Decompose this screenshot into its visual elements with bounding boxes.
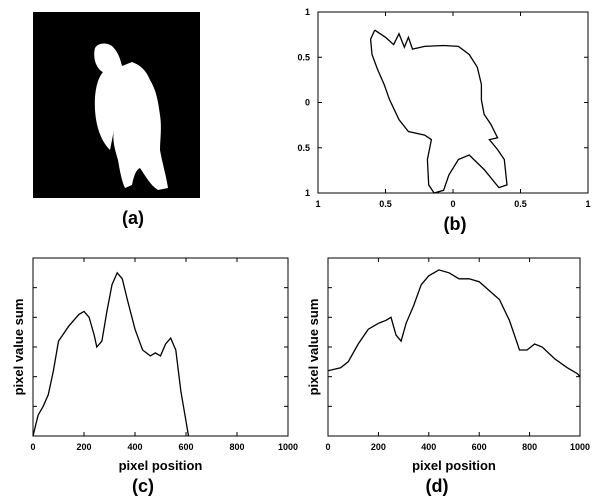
x-tick-label: 1 [315,199,320,209]
x-tick-label: 0.5 [379,199,392,209]
caption: (a) [122,208,144,228]
x-tick-label: 800 [522,442,537,452]
y-tick-label: 0.5 [297,52,310,62]
caption: (c) [132,476,154,496]
caption: (b) [444,214,467,234]
data-line [33,273,189,436]
x-axis-label: pixel position [119,458,203,473]
x-tick-label: 600 [472,442,487,452]
x-tick-label: 800 [229,442,244,452]
y-axis-label: pixel value sum [11,299,26,396]
x-axis-label: pixel position [412,458,496,473]
x-tick-label: 1000 [278,442,298,452]
y-axis-label: pixel value sum [306,299,321,396]
figure: (a) 10.500.5110.500.51(b)020040060080010… [0,0,592,504]
y-tick-label: 0.5 [297,143,310,153]
y-tick-label: 1 [305,7,310,17]
x-tick-label: 0 [30,442,35,452]
plot-frame [318,12,588,193]
x-tick-label: 200 [76,442,91,452]
x-tick-label: 1 [585,199,590,209]
plot-frame [33,258,288,436]
x-tick-label: 400 [421,442,436,452]
data-line [371,30,507,193]
x-tick-label: 400 [127,442,142,452]
x-tick-label: 600 [178,442,193,452]
data-line [328,270,580,377]
x-tick-label: 0 [325,442,330,452]
caption: (d) [426,476,449,496]
y-tick-label: 0 [305,98,310,108]
x-tick-label: 1000 [570,442,590,452]
x-tick-label: 200 [371,442,386,452]
x-tick-label: 0 [450,199,455,209]
x-tick-label: 0.5 [514,199,527,209]
y-tick-label: 1 [305,188,310,198]
